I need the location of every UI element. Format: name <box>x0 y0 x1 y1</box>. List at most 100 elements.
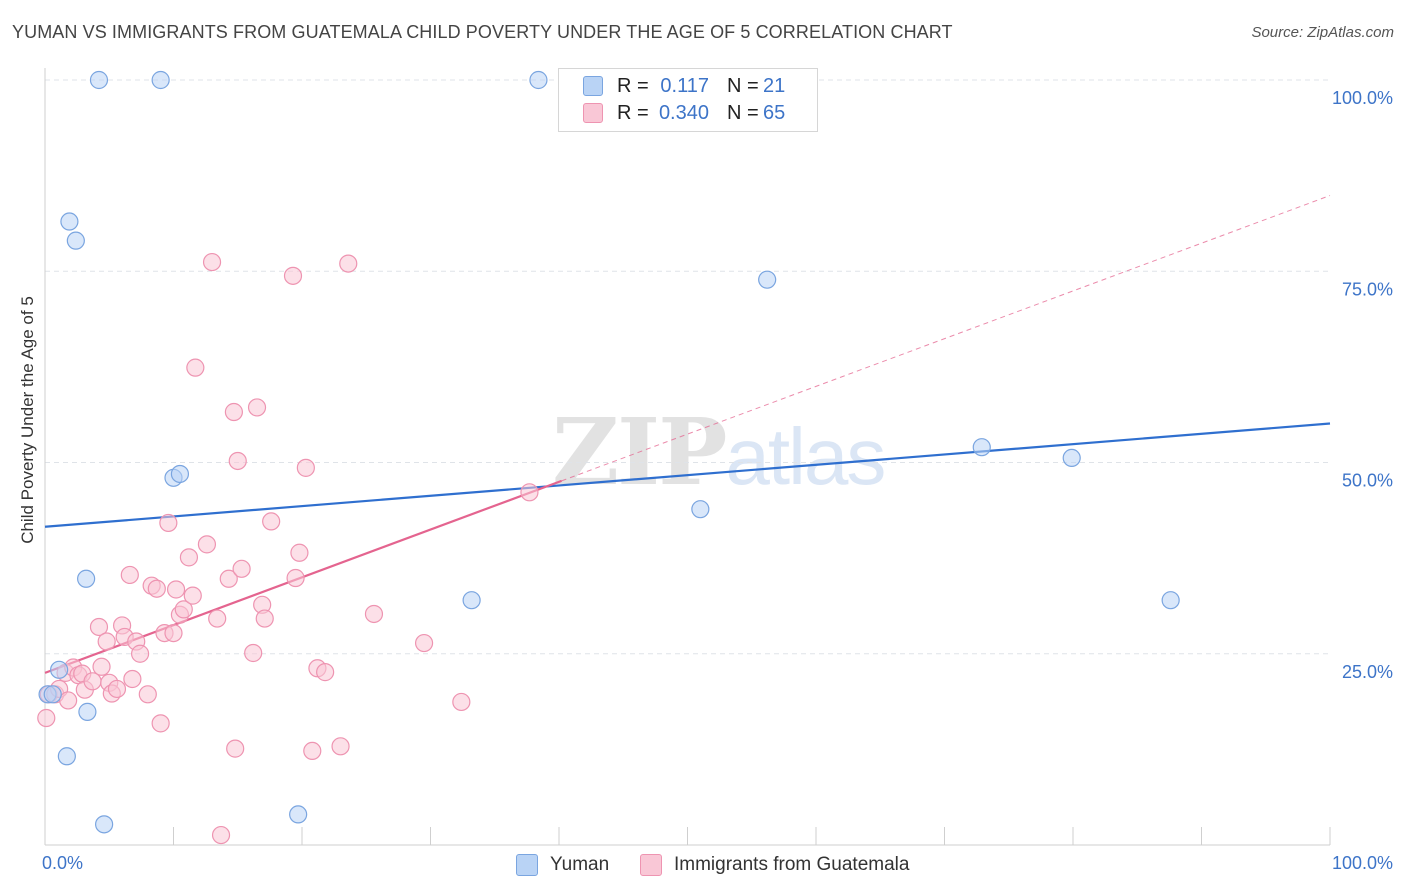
guatemala-point <box>211 825 231 845</box>
yuman-point <box>50 660 69 679</box>
guatemala-point <box>147 579 166 598</box>
guatemala-point <box>197 535 217 554</box>
guatemala-point <box>92 657 111 676</box>
yuman-point <box>691 500 710 519</box>
guatemala-point <box>290 543 309 562</box>
guatemala-point <box>247 398 267 417</box>
watermark-atlas: atlas <box>725 412 886 501</box>
yuman-point <box>78 702 97 721</box>
guatemala-point <box>151 714 170 733</box>
watermark: ZIPatlas <box>552 398 886 506</box>
data-points <box>37 70 1180 845</box>
yuman-point <box>43 685 62 704</box>
guatemala-point <box>83 672 102 691</box>
guatemala-point <box>97 632 116 651</box>
yuman-point <box>66 231 85 250</box>
yuman-point <box>529 70 548 90</box>
guatemala-point <box>226 739 245 758</box>
tick-labels: 25.0% 50.0% 75.0% 100.0% 0.0% 100.0% <box>42 88 1393 873</box>
bottom-legend-yuman: Yuman <box>516 852 609 878</box>
yuman-point <box>60 212 79 231</box>
legend-swatch-yuman <box>583 76 603 96</box>
legend-n-label: N = <box>727 101 759 124</box>
guatemala-point <box>331 737 350 756</box>
guatemala-trend-extension <box>561 195 1331 482</box>
guatemala-point <box>286 568 305 588</box>
legend-row-yuman: R = 0.117 N = 21 <box>583 74 785 98</box>
legend-n-value: 21 <box>763 74 786 97</box>
chart-source: Source: ZipAtlas.com <box>1251 24 1394 41</box>
legend-r-value: 0.340 <box>658 101 709 124</box>
guatemala-point <box>316 663 335 682</box>
guatemala-point <box>296 458 315 477</box>
y-tick-label: 100.0% <box>1332 88 1393 108</box>
yuman-point <box>57 747 76 766</box>
guatemala-point <box>186 358 205 377</box>
bottom-legend-guatemala: Immigrants from Guatemala <box>640 852 909 878</box>
yuman-point <box>170 464 190 484</box>
guatemala-point <box>452 692 471 712</box>
chart-title: YUMAN VS IMMIGRANTS FROM GUATEMALA CHILD… <box>12 22 953 42</box>
guatemala-point <box>255 609 274 628</box>
bottom-legend-label-guatemala: Immigrants from Guatemala <box>674 854 910 875</box>
guatemala-point <box>89 617 109 637</box>
y-axis-label: Child Poverty Under the Age of 5 <box>18 296 37 544</box>
guatemala-point <box>219 569 238 588</box>
correlation-legend: R = 0.117 N = 21 R = 0.340 N = 65 <box>558 68 818 132</box>
guatemala-point <box>174 600 193 619</box>
guatemala-point <box>159 513 178 533</box>
guatemala-point <box>283 266 303 285</box>
yuman-point <box>1062 448 1081 468</box>
guatemala-point <box>208 609 227 628</box>
bottom-legend-swatch-guatemala <box>640 854 662 876</box>
bottom-legend-label-yuman: Yuman <box>550 854 610 875</box>
guatemala-point <box>166 580 186 599</box>
guatemala-point <box>107 679 127 699</box>
guatemala-point <box>364 604 384 624</box>
legend-r-value: 0.117 <box>660 74 709 97</box>
guatemala-point <box>120 565 139 585</box>
trend-lines <box>44 195 1331 674</box>
y-tick-label: 25.0% <box>1342 662 1393 682</box>
yuman-point <box>77 569 96 588</box>
bottom-legend-swatch-yuman <box>516 854 538 876</box>
legend-row-guatemala: R = 0.340 N = 65 <box>583 101 785 125</box>
yuman-point <box>289 805 308 824</box>
guatemala-point <box>179 548 199 567</box>
guatemala-point <box>232 559 251 578</box>
y-axis-label-wrap: Child Poverty Under the Age of 5 <box>14 120 42 720</box>
yuman-point <box>95 815 114 834</box>
guatemala-point <box>183 586 202 605</box>
yuman-trend-line <box>44 422 1331 528</box>
yuman-point <box>758 270 777 289</box>
guatemala-point <box>228 451 247 471</box>
guatemala-point <box>339 254 358 273</box>
legend-swatch-guatemala <box>583 103 603 123</box>
yuman-point <box>1161 591 1180 610</box>
yuman-point <box>972 438 991 457</box>
guatemala-point <box>262 512 281 531</box>
yuman-point <box>89 70 109 90</box>
guatemala-point <box>59 691 78 710</box>
guatemala-point <box>414 633 434 653</box>
guatemala-point <box>138 685 157 704</box>
x-tick-label: 100.0% <box>1332 853 1393 873</box>
yuman-point <box>151 70 170 90</box>
y-tick-label: 75.0% <box>1342 279 1393 299</box>
legend-n-label: N = <box>727 74 759 97</box>
yuman-point <box>462 591 481 610</box>
guatemala-point <box>130 644 150 663</box>
legend-r-label: R = <box>617 101 649 124</box>
y-tick-label: 50.0% <box>1342 471 1393 491</box>
guatemala-point <box>123 669 142 689</box>
guatemala-point <box>164 623 183 643</box>
guatemala-point <box>224 402 243 422</box>
guatemala-point <box>303 741 322 761</box>
legend-r-label: R = <box>617 74 649 97</box>
guatemala-point <box>202 252 222 272</box>
legend-n-value: 65 <box>763 101 786 124</box>
guatemala-point <box>37 708 56 728</box>
guatemala-point <box>520 483 539 502</box>
x-tick-label: 0.0% <box>42 853 83 873</box>
